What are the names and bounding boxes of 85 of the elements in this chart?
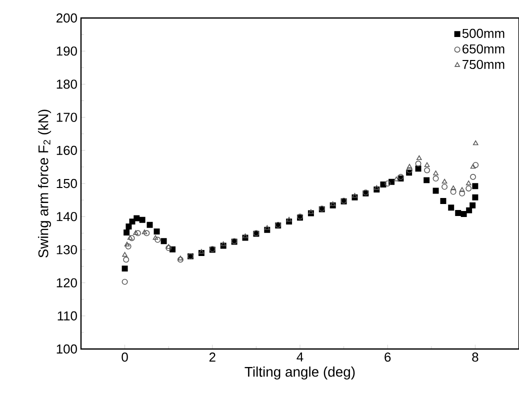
point xyxy=(122,252,128,257)
point xyxy=(127,235,133,240)
point xyxy=(460,210,467,217)
point xyxy=(177,256,184,263)
point xyxy=(166,244,172,249)
point xyxy=(352,193,358,198)
point xyxy=(394,176,400,182)
point xyxy=(416,155,422,160)
point xyxy=(442,184,448,190)
y-tick-label: 190 xyxy=(56,46,77,56)
point xyxy=(424,162,430,167)
legend-label: 500mm xyxy=(462,28,504,38)
x-axis-title: Tilting angle (deg) xyxy=(244,366,355,380)
point xyxy=(470,174,476,180)
point xyxy=(133,230,138,235)
y-tick-label: 160 xyxy=(56,146,77,155)
y-tick-label: 140 xyxy=(56,212,77,222)
point xyxy=(139,216,146,223)
point xyxy=(220,241,226,246)
point xyxy=(152,235,158,240)
point xyxy=(415,166,422,172)
point xyxy=(424,167,430,174)
point xyxy=(374,185,380,190)
point xyxy=(472,183,478,190)
point xyxy=(433,170,438,176)
point xyxy=(432,188,439,194)
point xyxy=(242,233,248,238)
point xyxy=(178,256,184,260)
point xyxy=(384,180,391,186)
point xyxy=(442,178,448,184)
point xyxy=(406,164,412,169)
point xyxy=(472,194,478,200)
point xyxy=(450,185,456,190)
y-tick-label: 150 xyxy=(56,178,77,188)
point xyxy=(459,190,466,196)
point xyxy=(154,236,161,243)
point xyxy=(466,185,472,192)
point xyxy=(123,256,130,263)
point xyxy=(264,225,270,230)
y-axis-title: Swing arm force F$_{2}$ (kN) xyxy=(38,110,52,258)
y-tick-label: 180 xyxy=(56,80,77,89)
point xyxy=(160,238,167,244)
point xyxy=(459,187,465,192)
y-tick-label: 110 xyxy=(58,311,77,320)
point xyxy=(154,228,160,234)
point xyxy=(406,167,412,174)
point xyxy=(472,140,478,146)
point xyxy=(470,164,476,169)
x-tick-label: 6 xyxy=(384,352,391,362)
point xyxy=(124,230,130,236)
point xyxy=(450,188,456,195)
point xyxy=(466,180,472,186)
point xyxy=(448,204,454,211)
legend-label: 750mm xyxy=(462,60,504,70)
point xyxy=(146,222,153,228)
point xyxy=(124,242,130,246)
point xyxy=(125,243,132,250)
point xyxy=(415,160,422,167)
x-tick-label: 2 xyxy=(209,352,216,362)
point xyxy=(134,230,141,236)
x-tick-label: 0 xyxy=(122,352,128,362)
point xyxy=(286,216,292,222)
point xyxy=(166,245,172,252)
point xyxy=(466,207,472,214)
point xyxy=(144,230,150,236)
point xyxy=(128,235,135,242)
y-tick-label: 100 xyxy=(56,344,77,354)
x-tick-label: 4 xyxy=(296,352,304,362)
legend-label: 650mm xyxy=(462,44,504,54)
y-tick-label: 200 xyxy=(56,13,77,23)
x-tick-label: 8 xyxy=(472,352,478,362)
point xyxy=(472,162,479,168)
point xyxy=(440,198,446,204)
point xyxy=(134,215,140,222)
point xyxy=(142,230,148,234)
y-tick-label: 130 xyxy=(56,245,77,254)
point xyxy=(455,210,462,216)
y-tick-label: 170 xyxy=(56,112,77,122)
point xyxy=(122,266,128,272)
point xyxy=(308,209,314,214)
point xyxy=(122,278,128,285)
point xyxy=(424,177,430,184)
point xyxy=(432,176,439,182)
y-tick-label: 120 xyxy=(56,278,77,288)
point xyxy=(470,202,476,208)
